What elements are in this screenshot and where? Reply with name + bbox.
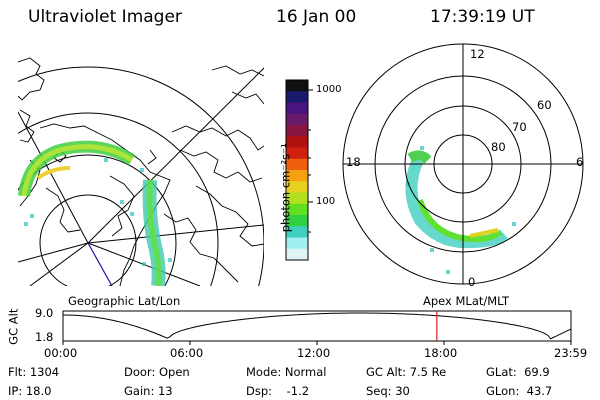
colorbar-stripe xyxy=(286,226,308,238)
colorbar-stripe xyxy=(286,102,308,115)
mlt-label-6: 6 xyxy=(576,155,584,169)
colorbar-stripe xyxy=(286,158,308,171)
orbit-altitude-curve xyxy=(63,312,572,340)
colorbar-stripe xyxy=(286,181,308,193)
colorbar-stripe xyxy=(286,192,308,205)
latitude-circles xyxy=(18,66,264,286)
right-map-caption: Apex MLat/MLT xyxy=(423,294,510,308)
mlat-label-70: 70 xyxy=(512,120,527,134)
colorbar-stripe xyxy=(286,203,308,216)
info-ip: IP: 18.0 xyxy=(8,384,52,398)
colorbar-tick-100: 100 xyxy=(316,196,336,207)
mlt-label-12: 12 xyxy=(470,47,485,61)
time-tick-0000: 00:00 xyxy=(44,346,78,360)
colorbar-unit-label: photon cm⁻²s⁻¹ xyxy=(278,143,293,233)
time-tick-2359: 23:59 xyxy=(554,346,588,360)
altitude-ytick-high: 9.0 xyxy=(35,306,54,320)
colorbar xyxy=(285,79,313,261)
time-tick-1200: 12:00 xyxy=(297,346,331,360)
altitude-ylabel: GC Alt xyxy=(6,308,21,345)
mlat-label-60: 60 xyxy=(537,98,552,112)
colorbar-stripe xyxy=(286,147,308,160)
info-seq: Seq: 30 xyxy=(366,384,410,398)
info-glat: GLat: 69.9 xyxy=(486,365,550,379)
info-gain: Gain: 13 xyxy=(124,384,173,398)
noon-meridian-line xyxy=(87,242,113,286)
coastlines xyxy=(18,57,264,286)
mlt-label-0: 0 xyxy=(468,275,476,289)
colorbar-stripe xyxy=(286,215,308,227)
time-label: 17:39:19 UT xyxy=(430,7,535,27)
mlt-label-18: 18 xyxy=(346,155,361,169)
colorbar-stripe xyxy=(286,170,308,182)
auroral-oval-right xyxy=(405,146,516,274)
date-label: 16 Jan 00 xyxy=(276,7,357,27)
altitude-plot xyxy=(62,310,572,345)
colorbar-stripe xyxy=(286,80,308,92)
auroral-oval-left xyxy=(18,140,172,286)
time-tick-1800: 18:00 xyxy=(424,346,458,360)
mlat-label-80: 80 xyxy=(491,140,506,154)
mlat-mlt-dial xyxy=(342,43,584,285)
geographic-map xyxy=(18,57,264,286)
left-map-caption: Geographic Lat/Lon xyxy=(68,294,181,308)
colorbar-tick-1000: 1000 xyxy=(316,84,342,95)
colorbar-stripe xyxy=(286,237,308,250)
longitude-lines xyxy=(18,67,264,286)
info-dsp: Dsp: -1.2 xyxy=(246,384,310,398)
info-gc-alt: GC Alt: 7.5 Re xyxy=(366,365,447,379)
time-tick-0600: 06:00 xyxy=(170,346,204,360)
info-door: Door: Open xyxy=(124,365,190,379)
info-mode: Mode: Normal xyxy=(246,365,327,379)
colorbar-stripe xyxy=(286,248,308,261)
info-glon: GLon: 43.7 xyxy=(486,384,553,398)
altitude-ytick-low: 1.8 xyxy=(35,330,54,344)
instrument-title: Ultraviolet Imager xyxy=(28,7,182,27)
info-flt: Flt: 1304 xyxy=(8,365,60,379)
colorbar-stripe xyxy=(286,136,308,148)
colorbar-stripe xyxy=(286,113,308,126)
colorbar-stripe xyxy=(286,91,308,103)
colorbar-stripe xyxy=(286,125,308,137)
